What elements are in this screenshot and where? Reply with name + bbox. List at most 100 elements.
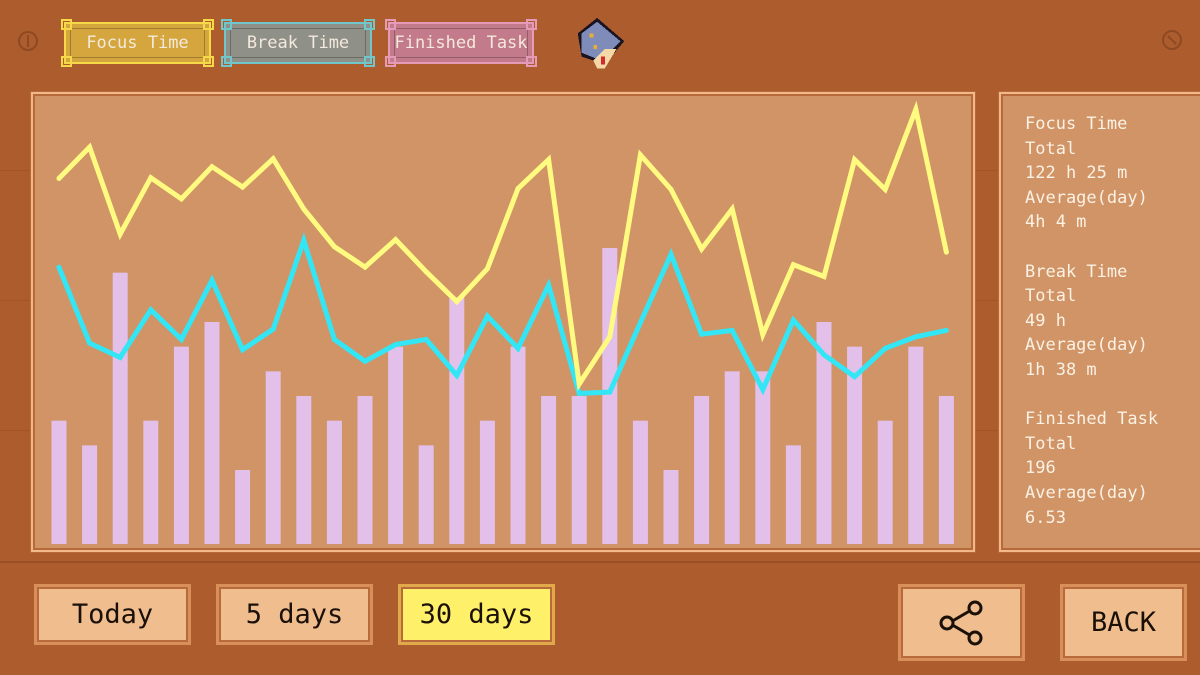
task-bar xyxy=(510,346,526,544)
chip-corner xyxy=(61,56,72,67)
focus-point xyxy=(393,237,399,243)
break-point xyxy=(790,317,796,323)
book-icon[interactable] xyxy=(570,14,632,76)
focus-point xyxy=(637,152,643,158)
task-total-label: Total xyxy=(1025,433,1077,454)
focus-point xyxy=(240,184,246,190)
task-bar xyxy=(51,420,67,544)
break-point xyxy=(56,264,62,270)
task-bar xyxy=(204,322,220,544)
focus-point xyxy=(484,266,490,272)
task-bar xyxy=(357,396,373,544)
break-point xyxy=(331,336,337,342)
stats-panel: Focus Time Total 122 h 25 m Average(day)… xyxy=(999,92,1200,552)
chip-corner xyxy=(364,56,375,67)
break-point xyxy=(668,251,674,257)
task-avg: 6.53 xyxy=(1025,507,1066,528)
share-button[interactable] xyxy=(898,584,1025,661)
focus-point xyxy=(790,262,796,268)
back-label: BACK xyxy=(1090,607,1157,638)
task-bar xyxy=(938,396,954,544)
thirty-days-button[interactable]: 30 days xyxy=(398,584,555,645)
task-bar xyxy=(755,371,771,544)
focus-point xyxy=(668,186,674,192)
legend-focus-time[interactable]: Focus Time xyxy=(61,19,214,67)
today-button[interactable]: Today xyxy=(34,584,191,645)
break-point xyxy=(607,389,613,395)
legend-break-time[interactable]: Break Time xyxy=(221,19,375,67)
task-bar xyxy=(265,371,281,544)
five-days-button[interactable]: 5 days xyxy=(216,584,373,645)
legend-focus-label: Focus Time xyxy=(86,33,189,53)
break-point xyxy=(943,327,949,333)
task-bar xyxy=(449,297,465,544)
focus-point xyxy=(515,186,521,192)
focus-point xyxy=(546,157,552,163)
screw-icon xyxy=(18,31,38,51)
focus-point xyxy=(852,157,858,163)
legend-finished-task[interactable]: Finished Task xyxy=(385,19,537,67)
focus-time-line xyxy=(57,100,949,392)
focus-total-label: Total xyxy=(1025,138,1077,159)
task-bar xyxy=(112,272,128,544)
today-label: Today xyxy=(71,599,154,630)
focus-point xyxy=(87,144,93,150)
task-stats: Finished Task Total 196 Average(day) 6.5… xyxy=(1025,407,1200,530)
break-point xyxy=(729,327,735,333)
task-bar xyxy=(326,420,342,544)
task-bar xyxy=(479,420,495,544)
task-avg-label: Average(day) xyxy=(1025,482,1148,503)
focus-total: 122 h 25 m xyxy=(1025,163,1128,184)
focus-point xyxy=(362,264,368,270)
legend-break-label: Break Time xyxy=(246,33,350,53)
focus-stats: Focus Time Total 122 h 25 m Average(day)… xyxy=(1025,112,1200,235)
chip-corner xyxy=(526,56,537,67)
focus-point xyxy=(607,334,613,340)
task-bar xyxy=(663,470,679,544)
break-point xyxy=(821,352,827,358)
task-total: 196 xyxy=(1025,458,1056,479)
break-point xyxy=(637,320,643,326)
legend-task-label: Finished Task xyxy=(394,33,528,53)
back-button[interactable]: BACK xyxy=(1060,584,1187,661)
break-stats: Break Time Total 49 h Average(day) 1h 38… xyxy=(1025,260,1200,383)
stats-chart xyxy=(51,100,954,544)
chip-corner xyxy=(221,56,232,67)
break-total: 49 h xyxy=(1025,310,1066,331)
break-point xyxy=(484,313,490,319)
break-point xyxy=(87,340,93,346)
five-days-label: 5 days xyxy=(245,599,344,630)
task-bar xyxy=(418,445,434,544)
share-icon xyxy=(939,600,982,645)
break-point xyxy=(760,387,766,393)
focus-point xyxy=(148,175,154,181)
break-point xyxy=(362,358,368,364)
task-bar xyxy=(296,396,312,544)
break-point xyxy=(913,334,919,340)
break-point xyxy=(178,336,184,342)
task-bar xyxy=(173,346,189,544)
focus-point xyxy=(760,332,766,338)
focus-point xyxy=(56,175,62,181)
chip-corner xyxy=(385,56,396,67)
break-point xyxy=(546,282,552,288)
focus-point xyxy=(882,186,888,192)
task-bar xyxy=(541,396,557,544)
chip-corner xyxy=(61,19,72,30)
chip-corner xyxy=(526,19,537,30)
focus-point xyxy=(821,274,827,280)
focus-avg-label: Average(day) xyxy=(1025,187,1148,208)
focus-point xyxy=(117,231,123,237)
break-point xyxy=(515,345,521,351)
task-bar xyxy=(816,322,832,544)
focus-point xyxy=(576,381,582,387)
chip-corner xyxy=(203,19,214,30)
break-point xyxy=(882,345,888,351)
task-title: Finished Task xyxy=(1025,409,1159,430)
break-point xyxy=(454,372,460,378)
break-point xyxy=(117,354,123,360)
break-time-line xyxy=(56,232,947,396)
chip-corner xyxy=(385,19,396,30)
focus-point xyxy=(729,206,735,212)
task-bar xyxy=(632,420,648,544)
